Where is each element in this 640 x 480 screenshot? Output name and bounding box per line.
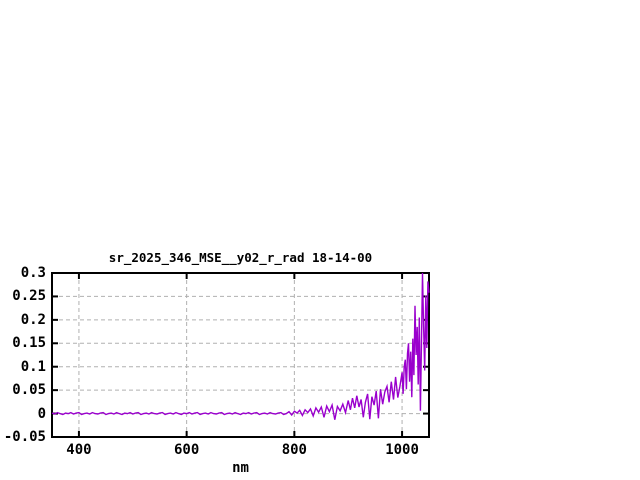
y-tick-label: 0.25 — [12, 288, 46, 305]
x-tick-label: 800 — [281, 442, 307, 458]
y-tick-label: 0.3 — [20, 265, 46, 281]
y-tick-label: 0 — [37, 405, 46, 422]
x-tick-label: 1000 — [385, 442, 419, 458]
y-tick-label: 0.15 — [12, 335, 46, 352]
y-tick-label: -0.05 — [3, 429, 46, 445]
x-tick-label: 400 — [66, 442, 92, 458]
x-tick-label: 600 — [173, 442, 200, 458]
chart-title: sr_2025_346_MSE__y02_r_rad 18-14-00 — [108, 250, 373, 265]
data-line — [51, 272, 430, 420]
plot-border — [51, 272, 430, 438]
x-axis-label: nm — [232, 460, 249, 476]
y-tick-label: 0.2 — [20, 311, 46, 328]
y-tick-label: 0.05 — [12, 382, 46, 399]
y-tick-label: 0.1 — [20, 358, 46, 375]
